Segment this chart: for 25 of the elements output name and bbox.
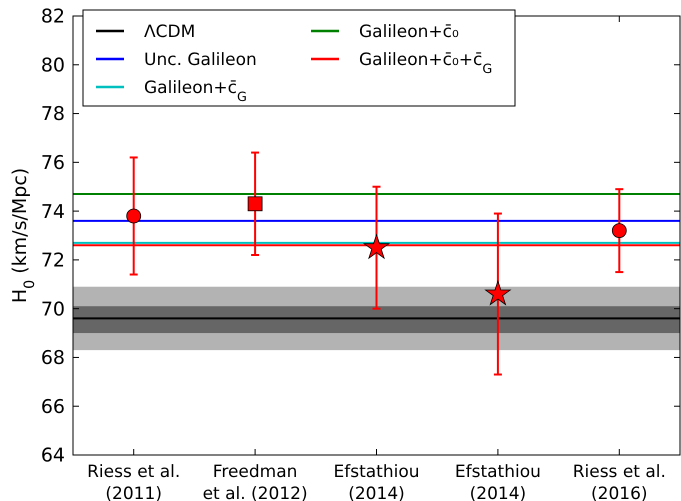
y-tick-label: 80 (40, 54, 65, 76)
legend-label: Galileon+c̄$_{G}$ (144, 78, 247, 104)
y-tick-label: 70 (40, 298, 65, 320)
y-tick-label: 64 (40, 444, 65, 467)
point (126, 208, 142, 224)
legend-label: ΛCDM (144, 22, 196, 42)
x-tick-label: Efstathiou (2014) (333, 462, 420, 501)
y-tick-label: 74 (40, 200, 65, 223)
y-tick-label: 66 (40, 396, 65, 418)
point (612, 223, 627, 238)
legend-label: Unc. Galileon (144, 50, 257, 70)
y-tick-label: 76 (40, 152, 65, 174)
x-tick-label: Efstathiou (2014) (454, 462, 541, 501)
y-tick-label: 82 (40, 6, 65, 28)
point (248, 196, 262, 212)
x-tick-label: Freedman et al. (2012) (202, 462, 308, 501)
legend-label: Galileon+c̄₀ (359, 22, 459, 42)
x-tick-label: Riess et al. (2016) (572, 462, 666, 501)
x-tick-label: Riess et al. (2011) (87, 462, 180, 501)
y-tick-label: 72 (40, 250, 65, 272)
point (485, 280, 511, 305)
point (364, 234, 390, 259)
legend-label: Galileon+c̄₀+c̄$_{G}$ (359, 50, 492, 76)
y-tick-label: 78 (40, 103, 65, 126)
y-tick-label: 68 (40, 347, 65, 370)
